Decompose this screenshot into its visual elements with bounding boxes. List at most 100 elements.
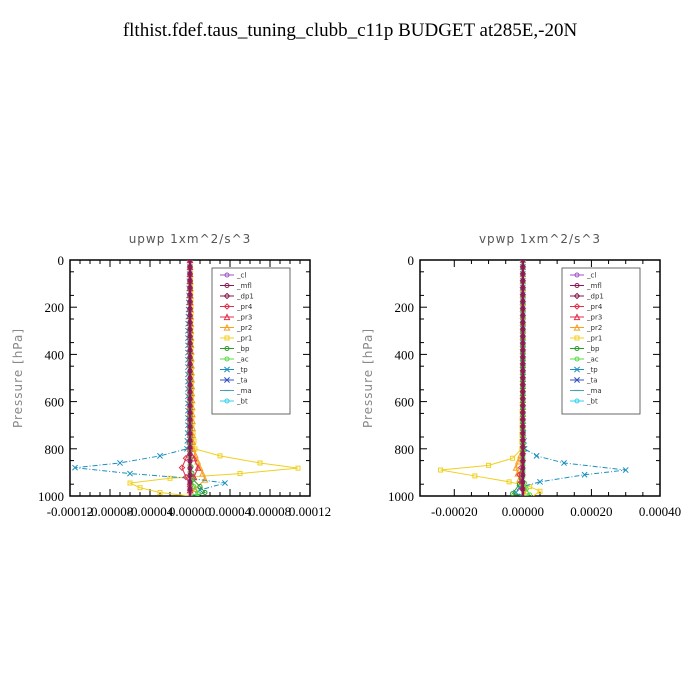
chart-title: vpwp 1xm^2/s^3 (479, 232, 601, 246)
series-point-tp (117, 460, 123, 466)
legend-marker (574, 398, 580, 404)
series-point-mfl (520, 271, 526, 277)
series-point-mfl (520, 340, 526, 346)
legend-marker (224, 398, 230, 404)
series-point-mfl (520, 410, 526, 416)
series-point-pr4 (182, 473, 190, 481)
series-point-mfl (187, 375, 193, 381)
series-point-mfl (520, 260, 526, 263)
legend-box (561, 267, 641, 415)
legend: _cl _mfl _dp1 _pr4 _pr3 _pr2 _pr1 _bp _ac _tp _ta _… (211, 267, 291, 415)
legend-label: _ma (236, 387, 252, 395)
series-point-mfl (187, 486, 193, 492)
series-point-pr1 (295, 465, 301, 471)
page-title: flthist.fdef.taus_tuning_clubb_c11p BUDG… (122, 20, 578, 41)
series-point-pr4 (178, 464, 186, 471)
legend-label: _bt (586, 398, 598, 406)
series-point-mfl (520, 292, 526, 298)
legend-label: _tp (586, 366, 598, 374)
legend-marker (573, 313, 581, 321)
legend-label: _ma (586, 387, 602, 395)
series-point-pr1 (486, 462, 492, 468)
series-point-mfl (520, 437, 526, 443)
series-point-mfl (520, 472, 526, 478)
legend-marker (224, 283, 230, 288)
series-point-tp (581, 471, 588, 478)
series-point-mfl (520, 285, 526, 291)
series-point-mfl (520, 396, 526, 402)
series-point-mfl (520, 368, 526, 374)
legend-marker (574, 346, 580, 351)
series-point-pr1 (157, 489, 163, 495)
legend-marker (223, 292, 231, 300)
series-point-mfl (187, 319, 193, 325)
series-point-mfl (187, 354, 193, 360)
series-point-mfl (520, 354, 526, 360)
series-point-pr1 (137, 485, 143, 491)
y-tick-label: 200 (45, 300, 65, 315)
x-tick-label: -0.00004 (127, 504, 174, 519)
series-point-pr1 (438, 467, 444, 473)
legend-label: _pr1 (586, 335, 602, 343)
y-axis-label: Pressure [hPa] (11, 328, 25, 428)
x-tick-label: 0.00004 (209, 504, 252, 519)
legend-label: _pr4 (586, 303, 603, 311)
series-point-tp (127, 470, 133, 477)
series-point-tp (222, 480, 228, 486)
legend-label: _pr3 (236, 314, 252, 322)
series-point-mfl (520, 347, 526, 353)
series-point-pr2 (201, 475, 209, 483)
series-point-mfl (520, 486, 526, 492)
series-point-pr1 (237, 471, 243, 477)
series-point-mfl (187, 431, 193, 437)
series-point-mfl (520, 306, 526, 312)
series-point-mfl (520, 264, 526, 270)
y-tick-label: 0 (58, 253, 65, 268)
legend-marker (224, 335, 230, 341)
legend-box (211, 267, 291, 415)
series-point-mfl (520, 451, 526, 457)
legend-label: _bp (586, 345, 600, 353)
series-point-mfl (187, 333, 193, 339)
series-point-tp (157, 452, 163, 459)
series-point-mfl (520, 326, 526, 332)
legend-label: _pr1 (236, 335, 252, 343)
legend-label: _bp (236, 345, 250, 353)
legend-label: _ta (236, 377, 248, 385)
y-axis-label: Pressure [hPa] (361, 328, 375, 428)
series-point-mfl (520, 458, 526, 464)
series-point-mfl (187, 368, 193, 374)
series-point-pr1 (217, 453, 223, 459)
legend-marker (574, 335, 580, 341)
series-point-mfl (187, 260, 193, 263)
legend-marker (223, 303, 231, 310)
series-point-pr1 (506, 479, 512, 485)
series-point-mfl (187, 424, 193, 430)
legend-label: _mfl (236, 282, 252, 290)
legend-marker (574, 356, 580, 362)
series-point-pr3 (194, 463, 202, 471)
series-point-mfl (187, 382, 193, 388)
legend-marker (224, 377, 230, 383)
series-point-mfl (187, 410, 193, 416)
series-point-mfl (520, 403, 526, 409)
series-point-mfl (520, 382, 526, 388)
series-point-mfl (187, 340, 193, 346)
series-point-mfl (187, 347, 193, 353)
y-tick-label: 800 (395, 442, 415, 457)
legend-label: _dp1 (586, 293, 604, 301)
legend-marker (223, 313, 231, 321)
series-point-mfl (187, 292, 193, 298)
series-point-tp (537, 478, 543, 485)
x-tick-label: 0.00012 (289, 504, 331, 519)
series-point-pr2 (512, 463, 520, 471)
legend-label: _pr2 (586, 324, 602, 332)
chart-title: upwp 1xm^2/s^3 (129, 232, 252, 246)
legend-label: _pr3 (586, 314, 602, 322)
legend-marker (573, 292, 581, 300)
legend-marker (574, 283, 580, 288)
series-point-mfl (187, 458, 193, 464)
legend-marker (224, 346, 230, 351)
series-point-mfl (520, 333, 526, 339)
legend-label: _cl (236, 272, 246, 280)
